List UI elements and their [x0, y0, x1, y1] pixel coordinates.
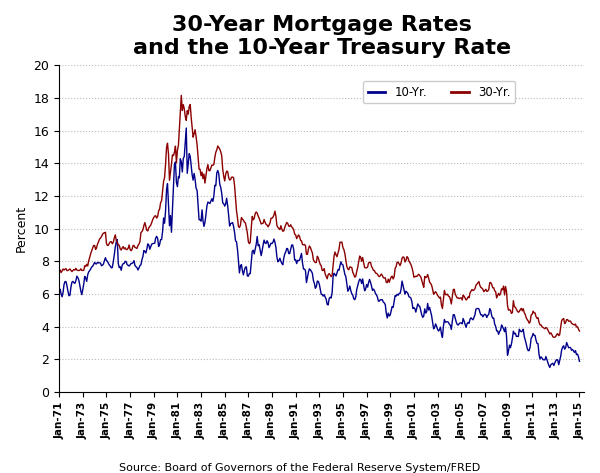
Title: 30-Year Mortgage Rates
and the 10-Year Treasury Rate: 30-Year Mortgage Rates and the 10-Year T…: [133, 15, 511, 58]
Line: 10-Yr.: 10-Yr.: [59, 128, 580, 368]
Line: 30-Yr.: 30-Yr.: [59, 96, 580, 337]
Y-axis label: Percent: Percent: [15, 205, 28, 252]
Legend: 10-Yr., 30-Yr.: 10-Yr., 30-Yr.: [363, 81, 515, 104]
Text: Source: Board of Governors of the Federal Reserve System/FRED: Source: Board of Governors of the Federa…: [119, 463, 481, 473]
